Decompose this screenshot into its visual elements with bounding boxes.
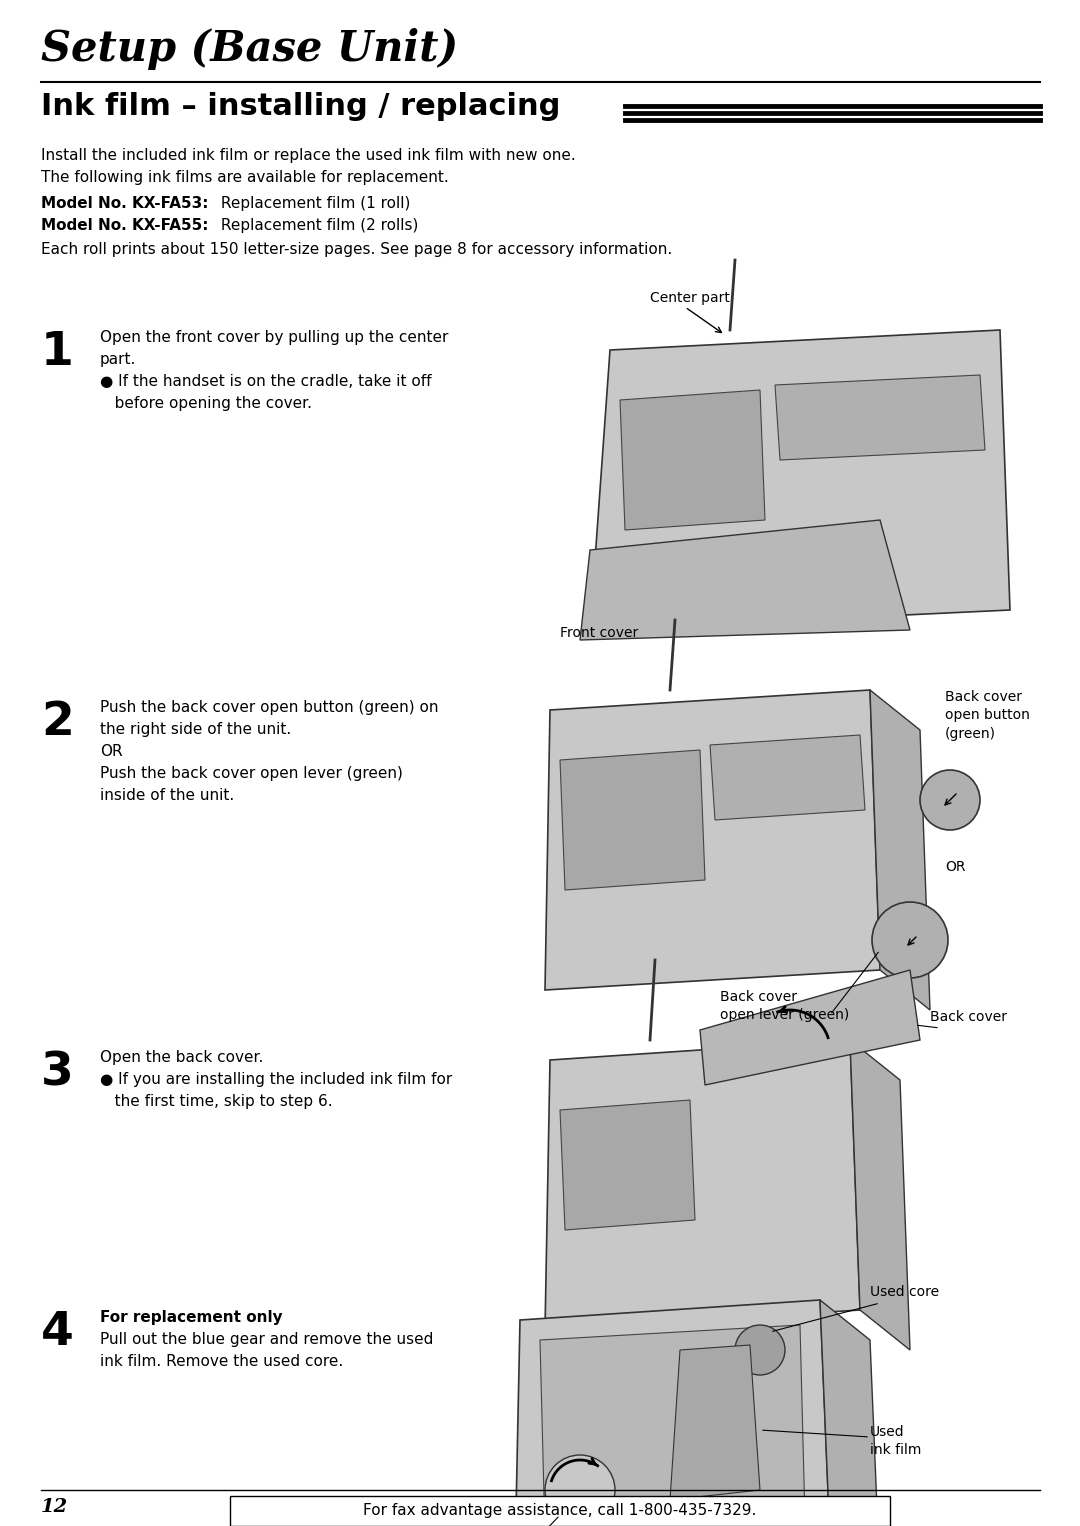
Text: 3: 3: [41, 1050, 73, 1096]
Circle shape: [545, 1454, 615, 1524]
Text: Model No. KX-FA55:: Model No. KX-FA55:: [41, 218, 208, 233]
Text: Used core: Used core: [870, 1285, 940, 1299]
Polygon shape: [561, 749, 705, 890]
Polygon shape: [710, 736, 865, 819]
Text: Push the back cover open lever (green): Push the back cover open lever (green): [100, 766, 403, 781]
Text: inside of the unit.: inside of the unit.: [100, 787, 234, 803]
Text: For fax advantage assistance, call 1-800-435-7329.: For fax advantage assistance, call 1-800…: [363, 1503, 757, 1518]
Polygon shape: [820, 1300, 880, 1526]
Text: 4: 4: [41, 1309, 73, 1355]
Text: before opening the cover.: before opening the cover.: [100, 397, 312, 410]
Bar: [230, 1495, 890, 1526]
Text: 1: 1: [41, 330, 73, 375]
Text: ● If you are installing the included ink film for: ● If you are installing the included ink…: [100, 1071, 453, 1087]
Text: Open the back cover.: Open the back cover.: [100, 1050, 264, 1065]
Polygon shape: [775, 375, 985, 459]
Polygon shape: [700, 971, 920, 1085]
Text: For replacement only: For replacement only: [100, 1309, 283, 1325]
Polygon shape: [670, 1344, 760, 1500]
Polygon shape: [540, 1325, 805, 1526]
Text: part.: part.: [100, 353, 136, 366]
Polygon shape: [515, 1300, 831, 1526]
Text: Back cover: Back cover: [930, 1010, 1007, 1024]
Circle shape: [872, 902, 948, 978]
Text: ● If the handset is on the cradle, take it off: ● If the handset is on the cradle, take …: [100, 374, 432, 389]
Polygon shape: [850, 1041, 910, 1351]
Polygon shape: [870, 690, 930, 1010]
Polygon shape: [545, 1041, 860, 1331]
Polygon shape: [620, 391, 765, 530]
Text: Back cover
open lever (green): Back cover open lever (green): [720, 990, 849, 1022]
Polygon shape: [580, 520, 910, 639]
Text: ink film. Remove the used core.: ink film. Remove the used core.: [100, 1354, 343, 1369]
Text: the first time, skip to step 6.: the first time, skip to step 6.: [100, 1094, 333, 1109]
Circle shape: [735, 1325, 785, 1375]
Circle shape: [920, 771, 980, 830]
Text: Push the back cover open button (green) on: Push the back cover open button (green) …: [100, 700, 438, 716]
Text: Each roll prints about 150 letter-size pages. See page 8 for accessory informati: Each roll prints about 150 letter-size p…: [41, 243, 672, 256]
Text: Ink film – installing / replacing: Ink film – installing / replacing: [41, 92, 561, 121]
Text: Center part: Center part: [650, 291, 730, 305]
Text: Replacement film (2 rolls): Replacement film (2 rolls): [216, 218, 418, 233]
Text: Front cover: Front cover: [561, 626, 638, 639]
Text: 2: 2: [41, 700, 73, 745]
Text: Model No. KX-FA53:: Model No. KX-FA53:: [41, 195, 208, 211]
Text: OR: OR: [100, 745, 123, 758]
Polygon shape: [545, 690, 880, 990]
Text: Replacement film (1 roll): Replacement film (1 roll): [216, 195, 410, 211]
Text: The following ink films are available for replacement.: The following ink films are available fo…: [41, 169, 449, 185]
Text: 12: 12: [41, 1499, 68, 1515]
Polygon shape: [561, 1100, 696, 1230]
Text: Open the front cover by pulling up the center: Open the front cover by pulling up the c…: [100, 330, 448, 345]
Text: Setup (Base Unit): Setup (Base Unit): [41, 27, 458, 70]
Text: Back cover
open button
(green): Back cover open button (green): [945, 690, 1030, 740]
Text: Pull out the blue gear and remove the used: Pull out the blue gear and remove the us…: [100, 1332, 433, 1347]
Text: the right side of the unit.: the right side of the unit.: [100, 722, 292, 737]
Text: OR: OR: [945, 861, 966, 874]
Text: Install the included ink film or replace the used ink film with new one.: Install the included ink film or replace…: [41, 148, 576, 163]
Polygon shape: [590, 330, 1010, 630]
Text: Used
ink film: Used ink film: [870, 1425, 921, 1457]
